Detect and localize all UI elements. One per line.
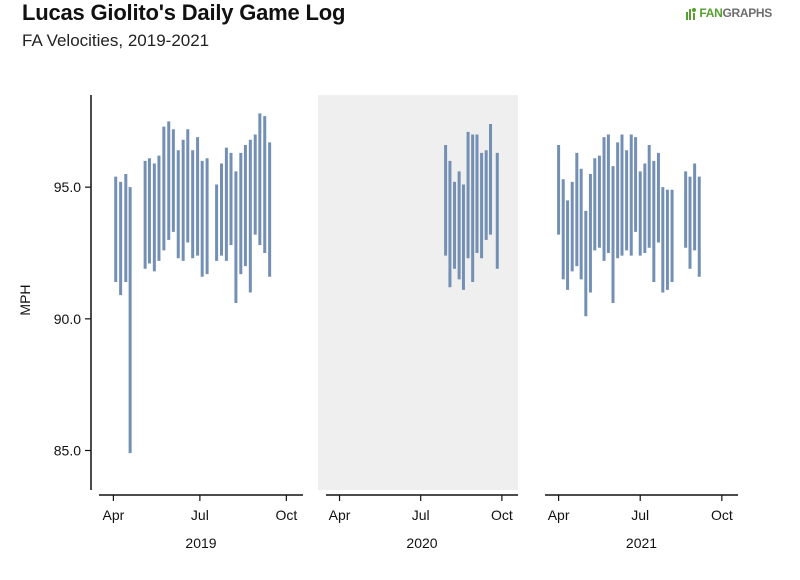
x-tick-label: Apr — [103, 507, 125, 523]
panel-year-label: 2020 — [406, 535, 437, 551]
y-tick-label: 90.0 — [54, 311, 81, 327]
x-tick-label: Apr — [548, 507, 570, 523]
x-tick-label: Jul — [412, 507, 430, 523]
y-tick-label: 85.0 — [54, 443, 81, 459]
fangraphs-logo: FAN GRAPHS — [686, 6, 772, 20]
fangraphs-logo-icon — [686, 7, 697, 20]
logo-text-fan: FAN — [699, 6, 723, 20]
x-tick-label: Apr — [329, 507, 351, 523]
logo-text-graphs: GRAPHS — [722, 6, 772, 20]
y-axis-label: MPH — [17, 284, 33, 315]
panel-year-label: 2021 — [626, 535, 657, 551]
x-tick-label: Jul — [631, 507, 649, 523]
x-tick-label: Oct — [711, 507, 733, 523]
chart-title: Lucas Giolito's Daily Game Log — [22, 0, 346, 25]
x-tick-label: Oct — [275, 507, 297, 523]
panel-shade-2020 — [318, 95, 518, 490]
chart-subtitle: FA Velocities, 2019-2021 — [22, 31, 210, 50]
panel-year-label: 2019 — [185, 535, 216, 551]
x-tick-label: Jul — [191, 507, 209, 523]
x-tick-label: Oct — [491, 507, 513, 523]
y-tick-label: 95.0 — [54, 179, 81, 195]
